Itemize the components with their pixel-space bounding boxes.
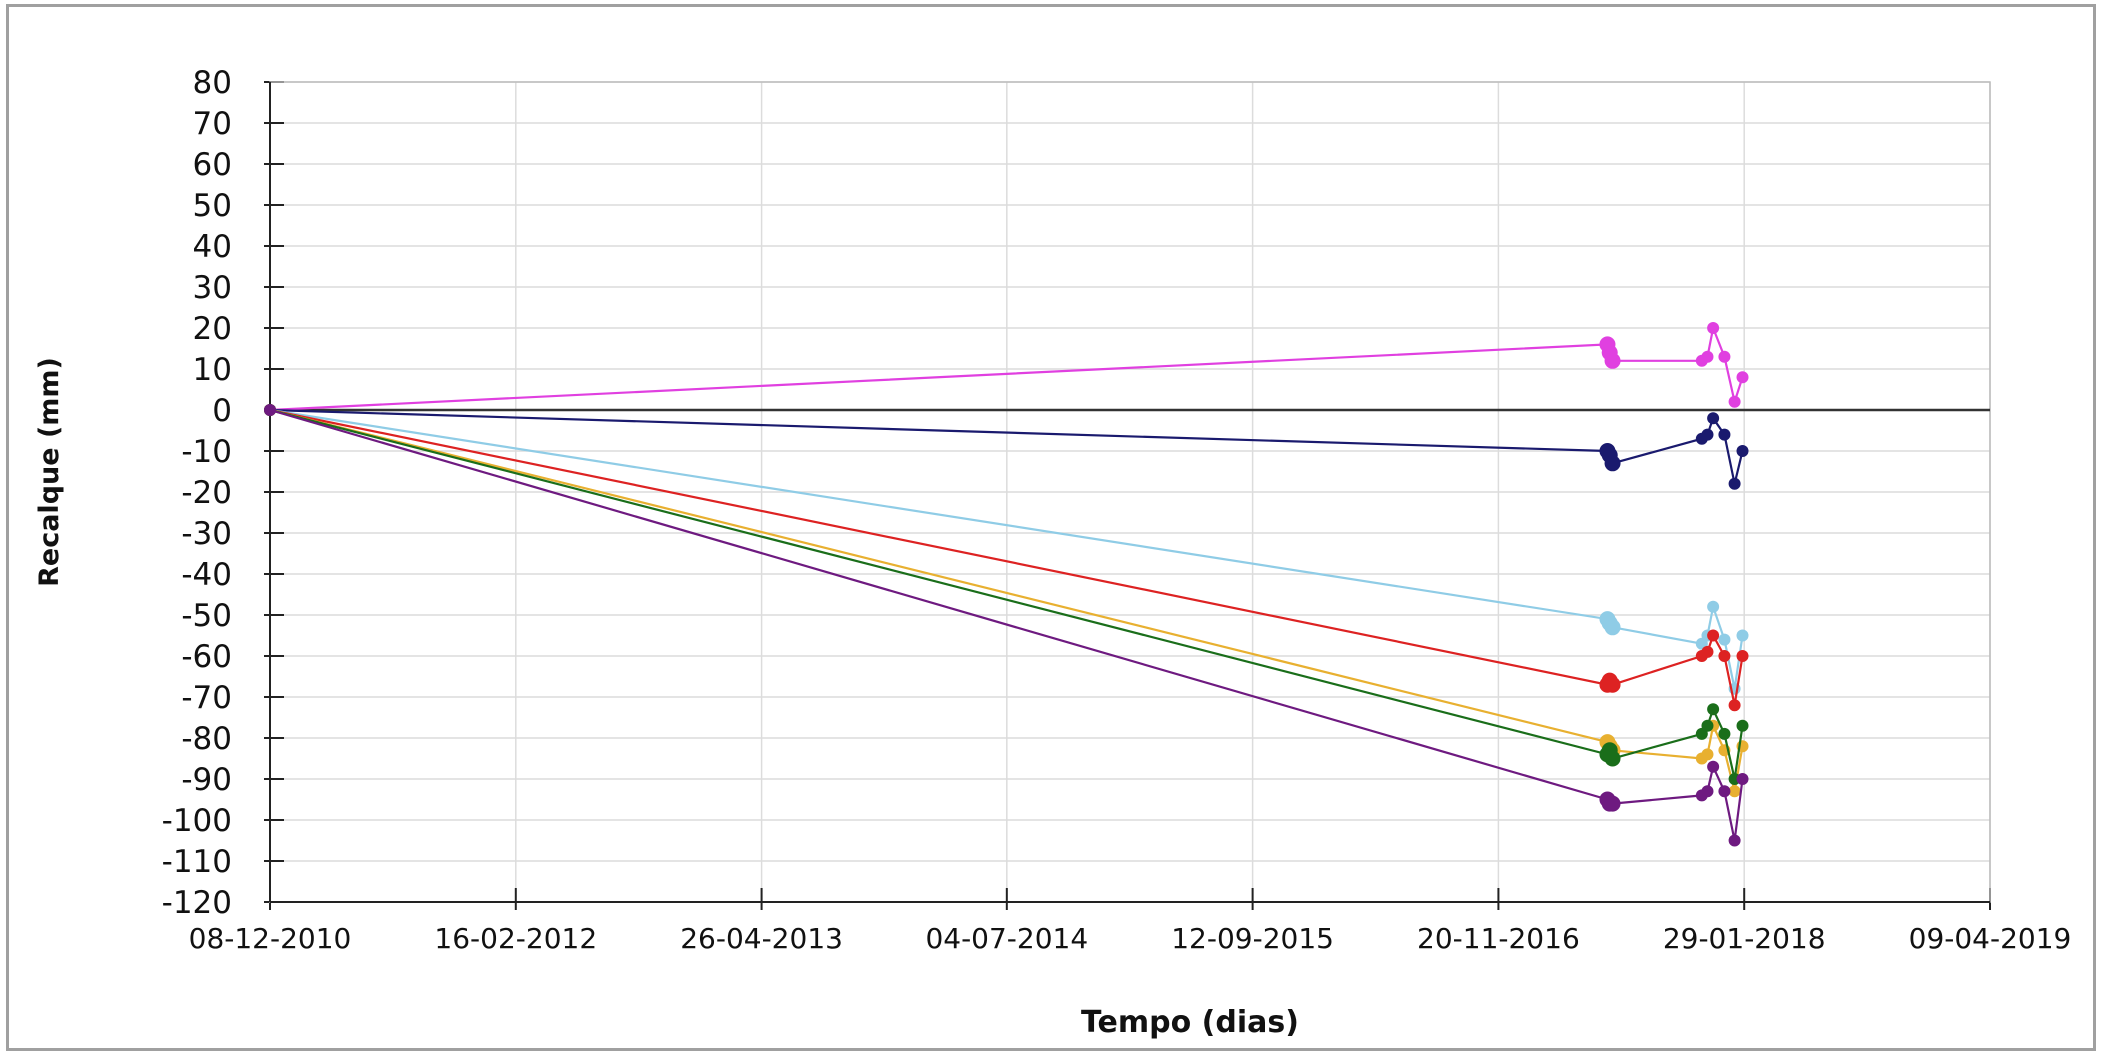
x-tick-label: 29-01-2018 <box>1663 922 1826 955</box>
y-tick-label: 60 <box>193 147 232 183</box>
y-tick-label: -10 <box>181 434 232 470</box>
data-point <box>1604 619 1621 636</box>
y-tick-label: 10 <box>193 352 232 388</box>
data-point <box>1604 795 1621 812</box>
y-axis-title: Recalque (mm) <box>34 357 65 587</box>
data-point <box>264 404 276 416</box>
x-tick-label: 26-04-2013 <box>680 922 843 955</box>
data-point <box>1707 412 1720 425</box>
data-point <box>1604 455 1621 472</box>
axes <box>264 81 1991 910</box>
data-point <box>1718 633 1731 646</box>
data-point <box>1707 600 1720 613</box>
data-point <box>1707 760 1720 773</box>
data-point <box>1718 428 1731 441</box>
x-axis-title: Tempo (dias) <box>1081 1005 1299 1040</box>
y-tick-label: -40 <box>181 557 232 593</box>
y-tick-label: -20 <box>181 475 232 511</box>
data-point <box>1707 322 1720 334</box>
x-tick-label: 04-07-2014 <box>925 922 1088 955</box>
data-point <box>1707 703 1720 716</box>
data-point <box>1718 650 1731 662</box>
data-point <box>1604 750 1621 767</box>
x-tick-label: 09-04-2019 <box>1909 922 2072 955</box>
y-tick-label: 50 <box>193 188 232 224</box>
y-tick-label: -60 <box>181 639 232 675</box>
data-point <box>1701 428 1714 441</box>
data-point <box>1701 748 1714 761</box>
y-tick-label: 70 <box>193 106 232 142</box>
y-tick-label: 0 <box>212 393 232 429</box>
y-tick-label: -50 <box>181 598 232 634</box>
series-layer <box>264 322 1749 847</box>
data-point <box>1701 350 1714 363</box>
data-point <box>1728 395 1741 408</box>
y-tick-label: -70 <box>181 680 232 716</box>
y-tick-label: -80 <box>181 721 232 757</box>
data-point <box>1728 477 1741 490</box>
series-4 <box>264 404 1749 712</box>
data-point <box>1736 719 1749 732</box>
data-point <box>1736 773 1749 785</box>
y-tick-label: 20 <box>193 311 232 347</box>
data-point <box>1718 350 1731 363</box>
data-point <box>1604 352 1621 369</box>
series-7 <box>264 404 1749 847</box>
data-point <box>1736 650 1749 662</box>
data-point <box>1736 629 1749 642</box>
data-point <box>1728 785 1741 798</box>
y-tick-label: 80 <box>193 65 232 101</box>
data-point <box>1718 785 1731 798</box>
data-point <box>1604 676 1621 693</box>
data-point <box>1718 727 1731 740</box>
data-point <box>1707 629 1720 642</box>
y-tick-label: 40 <box>193 229 232 265</box>
data-point <box>1728 699 1741 712</box>
tick-labels: 80 70 60 50 40 30 20 10 0 -10 -20 -30 -40 -50 -60 -70 -8… <box>162 65 2072 955</box>
y-tick-label: -30 <box>181 516 232 552</box>
chart-frame <box>6 4 2096 1051</box>
data-point <box>1701 785 1714 798</box>
series-2 <box>264 404 1749 490</box>
x-tick-label: 12-09-2015 <box>1171 922 1334 955</box>
x-tick-label: 16-02-2012 <box>434 922 597 955</box>
data-point <box>1701 719 1714 732</box>
data-point <box>1736 371 1749 384</box>
x-tick-label: 20-11-2016 <box>1417 922 1580 955</box>
y-tick-label: -100 <box>162 803 232 839</box>
y-tick-label: -120 <box>162 885 232 921</box>
data-point <box>1728 834 1741 847</box>
x-tick-label: 08-12-2010 <box>189 922 352 955</box>
y-tick-label: -90 <box>181 762 232 798</box>
data-point <box>1736 445 1749 457</box>
y-tick-label: 30 <box>193 270 232 306</box>
y-tick-label: -110 <box>162 844 232 880</box>
data-point <box>1701 645 1714 658</box>
